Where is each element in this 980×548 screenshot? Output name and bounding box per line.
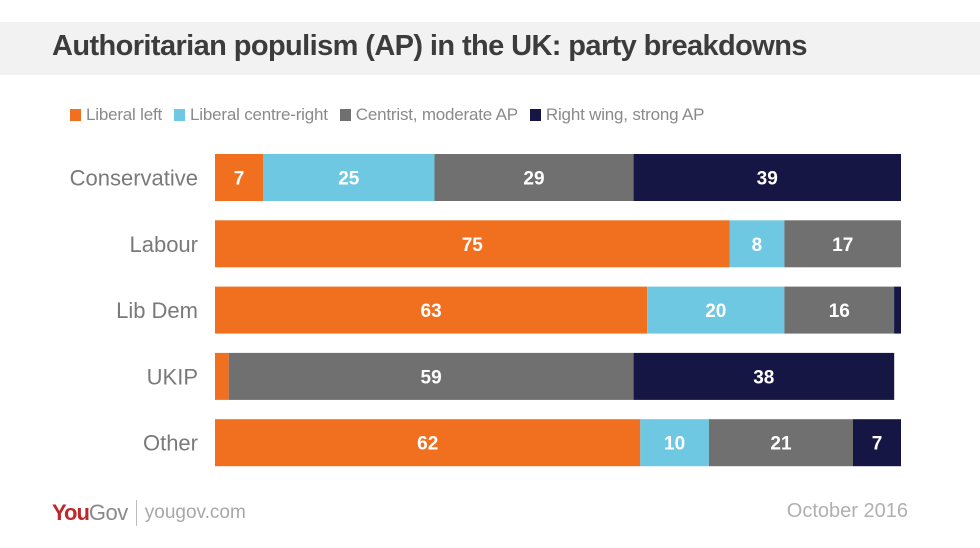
data-label: 75 (462, 235, 484, 256)
legend-swatch (529, 109, 541, 121)
category-label: UKIP (147, 364, 198, 389)
legend-item-liberal-centre-right: Liberal centre-right (174, 105, 328, 125)
category-label: Labour (129, 232, 198, 257)
data-label: 29 (523, 169, 544, 190)
data-label: 39 (757, 169, 778, 190)
bar-row-lib-dem: Lib Dem 63 20 16 (116, 286, 901, 334)
data-label: 59 (421, 367, 442, 388)
legend-item-liberal-left: Liberal left (70, 105, 162, 125)
bar-segment (215, 352, 229, 400)
legend-label: Right wing, strong AP (545, 105, 705, 124)
data-label: 21 (770, 434, 792, 455)
logo-you: You (52, 500, 90, 525)
legend: Liberal left Liberal centre-right Centri… (70, 104, 716, 126)
data-label: 7 (234, 169, 245, 190)
logo-divider (135, 500, 137, 526)
bar-segment (434, 154, 634, 201)
bar-segment (640, 419, 709, 467)
title-band (0, 22, 980, 75)
data-label: 10 (664, 434, 685, 455)
data-label: 25 (338, 169, 360, 190)
legend-swatch (70, 109, 81, 121)
bar-row-conservative: Conservative 7 25 29 39 (70, 154, 901, 201)
bar-segment (263, 154, 435, 201)
legend-label: Liberal centre-right (190, 105, 328, 124)
bar-segment (633, 154, 901, 201)
data-label: 20 (705, 301, 726, 322)
bar-segment (647, 286, 785, 334)
source-url: yougov.com (144, 502, 246, 523)
legend-item-right-wing: Right wing, strong AP (529, 105, 705, 125)
data-label: 7 (872, 434, 883, 455)
logo-gov: Gov (88, 500, 128, 525)
bar-segment (215, 220, 730, 268)
data-label: 16 (829, 301, 850, 322)
bar-segment (894, 286, 901, 334)
bar-segment (784, 286, 895, 334)
bar-segment (708, 419, 853, 467)
bar-row-ukip: UKIP 59 38 (147, 352, 895, 400)
bar-segment (215, 154, 263, 201)
data-label: 38 (753, 367, 774, 388)
legend-swatch (339, 109, 351, 121)
category-label: Lib Dem (116, 298, 198, 323)
bar-segment (633, 352, 895, 400)
legend-label: Liberal left (86, 105, 163, 124)
category-label: Other (143, 431, 198, 456)
data-label: 63 (421, 301, 442, 322)
bar-segment (215, 419, 641, 467)
chart-title: Authoritarian populism (AP) in the UK: p… (52, 30, 807, 62)
bar-segment (784, 220, 901, 268)
data-label: 17 (832, 235, 853, 256)
bar-row-labour: Labour 75 8 17 (129, 220, 901, 268)
bar-row-other: Other 62 10 21 7 (143, 419, 901, 467)
legend-swatch (174, 109, 186, 121)
data-label: 62 (417, 434, 438, 455)
category-label: Conservative (70, 166, 198, 191)
bar-segment (228, 352, 634, 400)
bar-segment (729, 220, 785, 268)
data-label: 8 (752, 235, 763, 256)
survey-date: October 2016 (786, 500, 908, 522)
bar-segment (853, 419, 901, 467)
legend-label: Centrist, moderate AP (355, 105, 518, 124)
bar-segment (215, 286, 648, 334)
yougov-logo: You Gov yougov.com (52, 500, 246, 526)
legend-item-centrist: Centrist, moderate AP (339, 105, 518, 125)
